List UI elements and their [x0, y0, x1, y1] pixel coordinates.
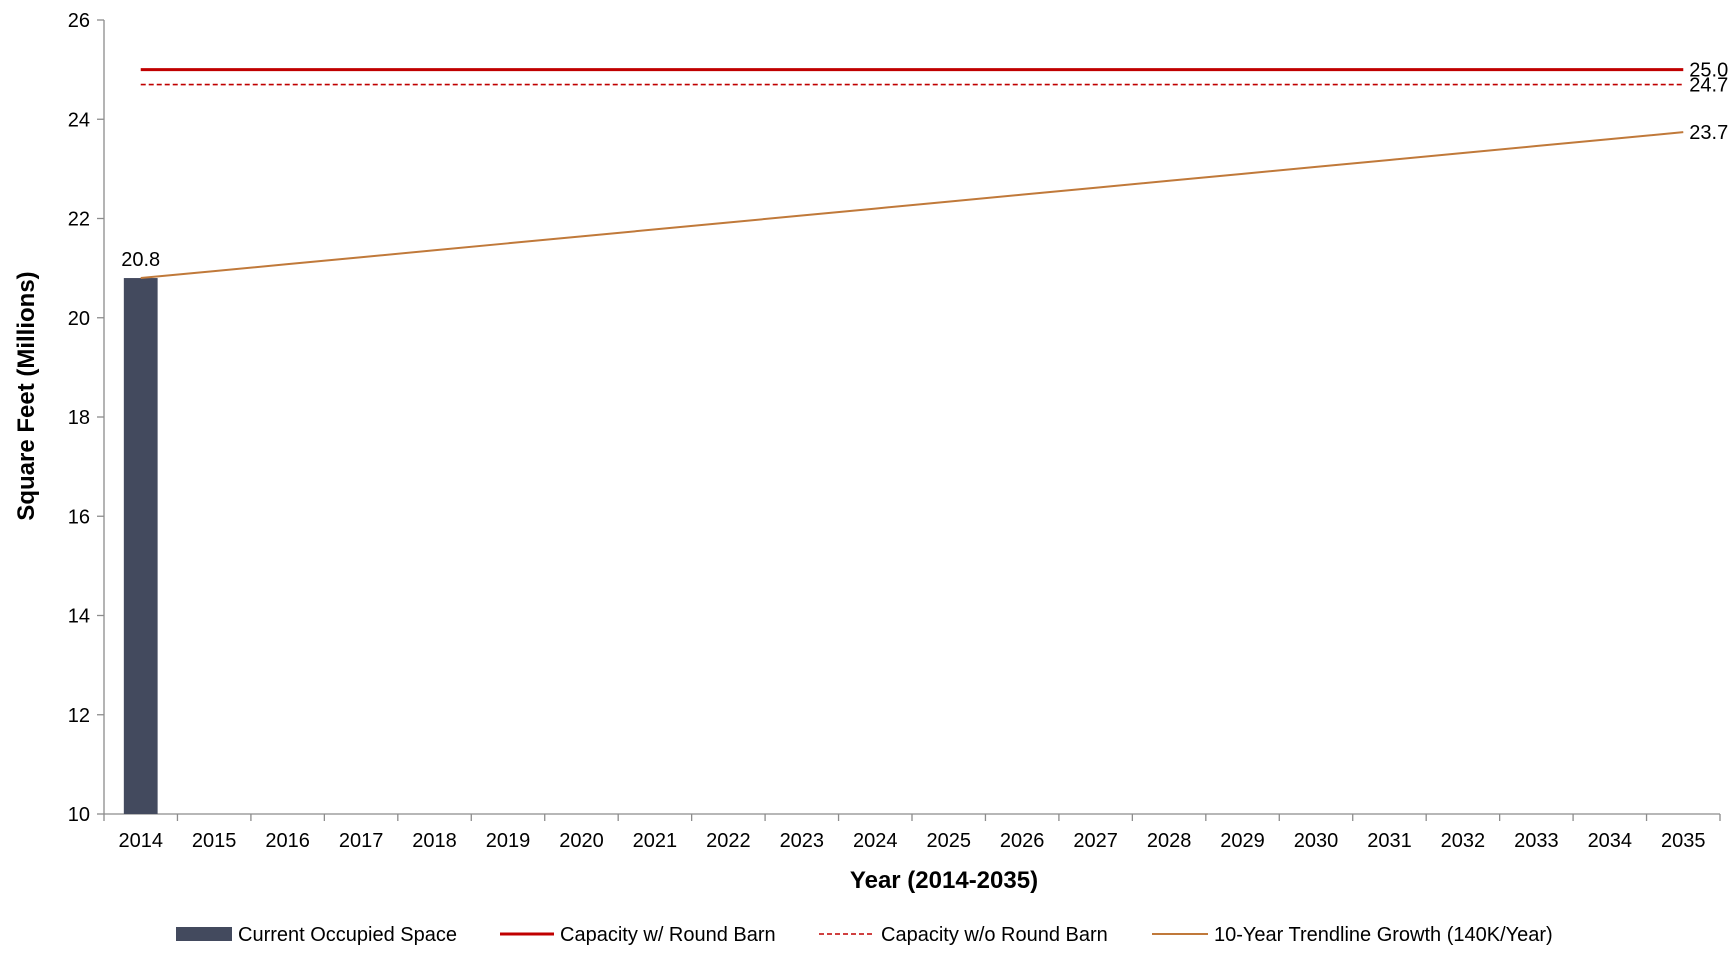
y-axis-title: Square Feet (Millions) — [13, 271, 40, 520]
x-tick-label: 2019 — [486, 830, 531, 852]
x-tick-label: 2015 — [192, 830, 237, 852]
legend-label: 10-Year Trendline Growth (140K/Year) — [1214, 924, 1553, 946]
legend-label: Current Occupied Space — [238, 924, 457, 946]
x-tick-label: 2016 — [265, 830, 310, 852]
x-tick-label: 2028 — [1147, 830, 1192, 852]
x-tick-label: 2030 — [1294, 830, 1339, 852]
plot-area: 20.8 25.024.7 23.7 — [121, 60, 1728, 814]
x-tick-label: 2025 — [926, 830, 971, 852]
x-tick-label: 2032 — [1441, 830, 1486, 852]
y-tick-label: 22 — [68, 209, 90, 231]
x-tick-label: 2031 — [1367, 830, 1412, 852]
x-tick-label: 2017 — [339, 830, 384, 852]
series-line-3 — [140, 131, 1684, 280]
y-tick-label: 20 — [68, 308, 90, 330]
legend-swatch-bar — [176, 927, 232, 941]
x-tick-label: 2034 — [1588, 830, 1633, 852]
y-tick-label: 14 — [68, 606, 90, 628]
x-tick-label: 2027 — [1073, 830, 1118, 852]
x-tick-label: 2018 — [412, 830, 457, 852]
x-tick-label: 2014 — [118, 830, 163, 852]
y-tick-label: 12 — [68, 705, 90, 727]
line-end-label: 25.0 — [1689, 60, 1728, 82]
x-tick-label: 2021 — [633, 830, 678, 852]
bar-2014 — [123, 278, 158, 814]
legend-label: Capacity w/o Round Barn — [881, 924, 1108, 946]
legend-label: Capacity w/ Round Barn — [560, 924, 776, 946]
x-tick-label: 2020 — [559, 830, 604, 852]
x-tick-label: 2022 — [706, 830, 751, 852]
y-tick-label: 26 — [68, 10, 90, 32]
legend: Current Occupied Space Capacity w/ Round … — [176, 924, 1553, 946]
x-tick-label: 2023 — [780, 830, 825, 852]
x-tick-label: 2033 — [1514, 830, 1559, 852]
y-tick-label: 24 — [68, 109, 90, 131]
bar-data-label: 20.8 — [121, 249, 160, 271]
y-tick-label: 16 — [68, 506, 90, 528]
x-tick-label: 2029 — [1220, 830, 1265, 852]
x-tick-label: 2035 — [1661, 830, 1706, 852]
line-end-label: 24.7 — [1689, 75, 1728, 97]
x-tick-label: 2026 — [1000, 830, 1045, 852]
line-end-label: 23.7 — [1689, 122, 1728, 144]
x-tick-label: 2024 — [853, 830, 898, 852]
y-tick-label: 10 — [68, 804, 90, 826]
y-tick-label: 18 — [68, 407, 90, 429]
x-axis-title: Year (2014-2035) — [850, 867, 1038, 894]
